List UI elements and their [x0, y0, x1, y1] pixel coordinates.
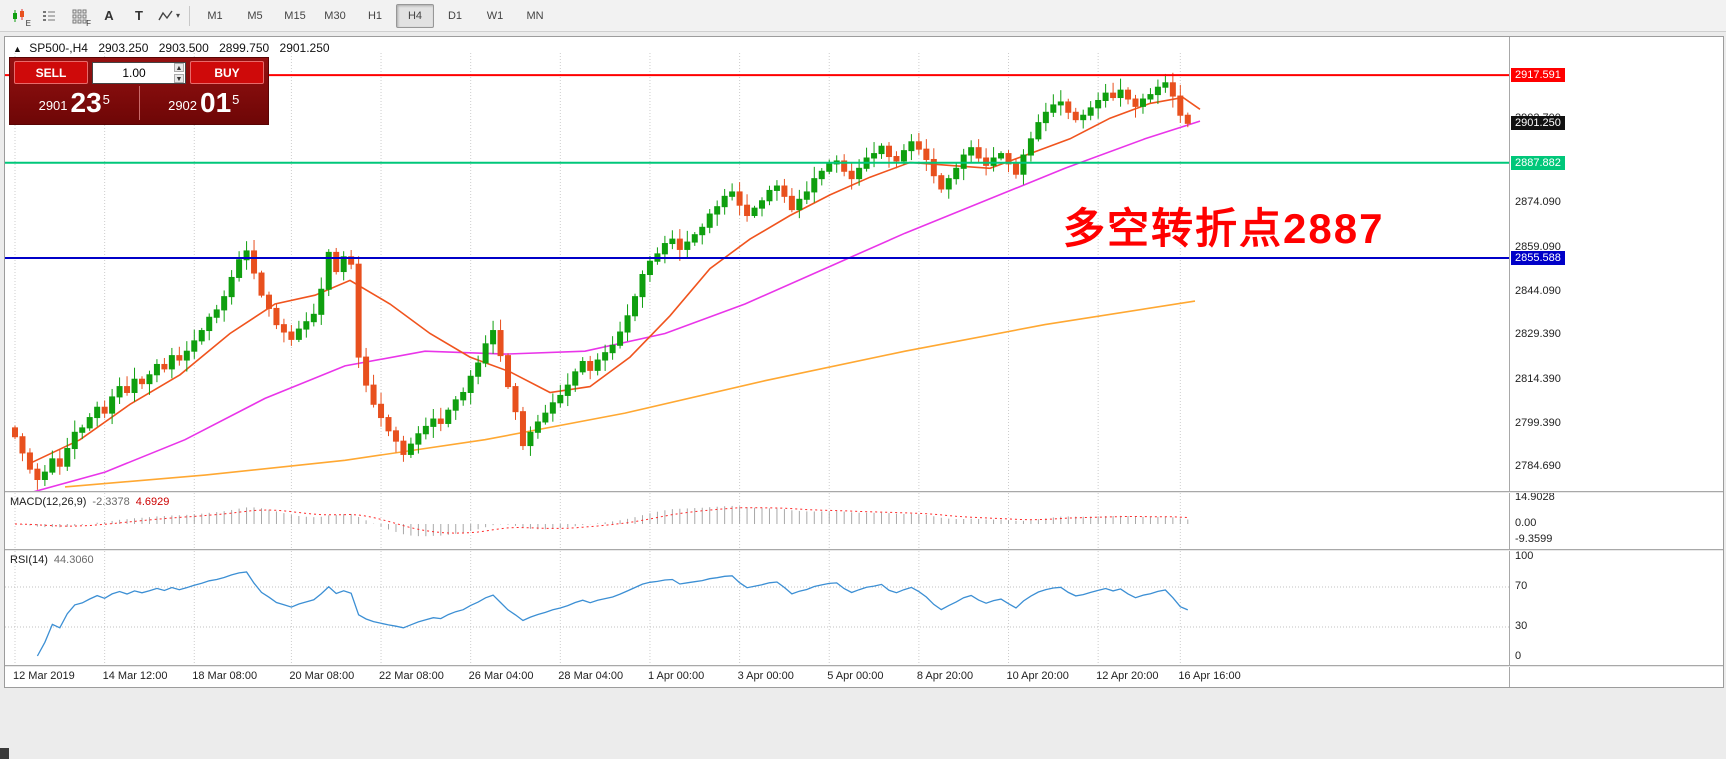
chart-window: ▲ SP500-,H4 2903.250 2903.500 2899.750 2…: [4, 36, 1724, 688]
price-badge-2887.882: 2887.882: [1511, 155, 1565, 170]
timeframe-button-d1[interactable]: D1: [447, 9, 463, 22]
price-badge-2917.591: 2917.591: [1511, 68, 1565, 83]
quote-header: ▲ SP500-,H4 2903.250 2903.500 2899.750 2…: [13, 41, 330, 55]
timeframe-button-mn[interactable]: MN: [526, 9, 544, 22]
price-badge-2901.250: 2901.250: [1511, 116, 1565, 131]
rsi-axis-label: 100: [1515, 550, 1534, 562]
icon-badge: F: [86, 18, 91, 28]
price-axis-label: 2859.090: [1515, 240, 1561, 253]
price-axis[interactable]: 2902.7002874.0902859.0902844.0902829.390…: [1509, 37, 1723, 687]
ohlc-low: 2899.750: [219, 41, 270, 55]
time-axis-label: 12 Apr 20:00: [1096, 670, 1159, 682]
volume-box: ▲ ▼: [92, 61, 186, 84]
time-axis-label: 1 Apr 00:00: [647, 670, 705, 682]
templates-grid-icon[interactable]: F: [65, 3, 93, 29]
price-axis-label: 2844.090: [1515, 284, 1561, 297]
ma-slow-line[interactable]: [64, 300, 1196, 488]
rsi-panel[interactable]: [5, 551, 1509, 665]
price-axis-label: 2814.390: [1515, 372, 1561, 385]
macd-signal-line: [14, 507, 1188, 534]
time-axis-label: 16 Apr 16:00: [1178, 670, 1241, 682]
toolbar: E F A T ▾ M1 M5 M15 M30 H1 H4 D1 W1 MN: [0, 0, 1726, 32]
rsi-indicator-label: RSI(14) 44.3060: [10, 554, 94, 566]
panel-resize-separator[interactable]: [5, 491, 1723, 493]
timeframe-button-w1[interactable]: W1: [486, 9, 504, 22]
timeframe-button-m5[interactable]: M5: [247, 9, 263, 22]
dropdown-caret-icon: ▾: [175, 11, 180, 20]
time-axis-label: 10 Apr 20:00: [1006, 670, 1069, 682]
time-axis-label: 26 Mar 04:00: [468, 670, 534, 682]
timeframe-button-m1[interactable]: M1: [207, 9, 223, 22]
text-annotation-icon[interactable]: A: [95, 3, 123, 29]
volume-decrease-icon[interactable]: ▼: [174, 73, 184, 83]
new-chart-icon: [13, 8, 24, 22]
macd-axis-label: -9.3599: [1515, 533, 1553, 546]
ohlc-high: 2903.500: [158, 41, 209, 55]
rsi-axis-label: 30: [1515, 620, 1528, 632]
timeframe-button-group: M1 M5 M15 M30 H1 H4 D1 W1 MN: [195, 3, 555, 28]
new-chart-icon[interactable]: E: [5, 3, 33, 29]
price-axis-label: 2829.390: [1515, 328, 1561, 341]
buy-button[interactable]: BUY: [190, 61, 264, 84]
screen-corner-artifact: [0, 748, 9, 759]
text-annotation-icon: A: [104, 8, 114, 23]
main-chart[interactable]: [5, 53, 1509, 491]
text-box-icon[interactable]: T: [125, 3, 153, 29]
templates-grid-icon: [72, 9, 87, 23]
draw-tools-icon: [158, 10, 173, 20]
price-badge-2855.588: 2855.588: [1511, 251, 1565, 266]
time-axis-label: 5 Apr 00:00: [827, 670, 884, 682]
timeframe-button-m15[interactable]: M15: [284, 9, 306, 22]
candle-series: [12, 72, 1191, 490]
time-axis-label: 8 Apr 20:00: [916, 670, 974, 682]
price-axis-label: 2874.090: [1515, 196, 1561, 209]
toolbar-separator: [189, 5, 190, 26]
time-axis-label: 28 Mar 04:00: [558, 670, 624, 682]
panel-resize-separator[interactable]: [5, 549, 1723, 551]
price-axis-label: 2799.390: [1515, 416, 1561, 429]
one-click-expander-icon[interactable]: ▲: [13, 44, 22, 54]
macd-panel[interactable]: [5, 493, 1509, 549]
macd-indicator-label: MACD(12,26,9) -2.3378 4.6929: [10, 496, 170, 508]
bid-price-display[interactable]: 2901 23 5: [38, 87, 110, 118]
chart-profiles-icon: [43, 10, 55, 21]
rsi-line: [36, 571, 1189, 657]
time-axis-label: 3 Apr 00:00: [737, 670, 794, 682]
volume-increase-icon[interactable]: ▲: [174, 62, 184, 72]
window-background: [0, 688, 1726, 759]
timeframe-button-m30[interactable]: M30: [324, 9, 346, 22]
time-axis-label: 14 Mar 12:00: [102, 670, 168, 682]
time-axis-label: 12 Mar 2019: [13, 670, 75, 682]
timeframe-button-h1[interactable]: H1: [367, 9, 383, 22]
text-box-icon: T: [135, 8, 143, 23]
symbol-period-label: SP500-,H4: [29, 41, 88, 55]
icon-badge: E: [25, 18, 31, 28]
chart-profiles-icon[interactable]: [35, 3, 63, 29]
volume-input[interactable]: [93, 64, 185, 81]
rsi-axis-label: 70: [1515, 580, 1528, 592]
sell-button[interactable]: SELL: [14, 61, 88, 84]
rsi-axis-label: 0: [1515, 650, 1522, 662]
time-axis-label: 20 Mar 08:00: [289, 670, 355, 682]
macd-histogram: [21, 505, 1189, 537]
macd-axis-label: 0.00: [1515, 517, 1537, 529]
ohlc-open: 2903.250: [98, 41, 149, 55]
time-axis-label: 18 Mar 08:00: [192, 670, 258, 682]
macd-axis-label: 14.9028: [1515, 491, 1555, 503]
draw-tools-icon[interactable]: ▾: [155, 3, 183, 29]
ma-mid-line[interactable]: [30, 120, 1201, 491]
ohlc-close: 2901.250: [279, 41, 330, 55]
panel-resize-separator[interactable]: [5, 665, 1723, 667]
price-axis-label: 2784.690: [1515, 460, 1561, 473]
time-axis-label: 22 Mar 08:00: [379, 670, 444, 682]
timeframe-button-h4[interactable]: H4: [396, 3, 434, 28]
time-axis[interactable]: 12 Mar 2019 14 Mar 12:00 18 Mar 08:00 20 Ma…: [5, 667, 1723, 687]
chart-text-annotation[interactable]: 多空转折点2887: [1063, 205, 1385, 252]
toolbar-icon-group: E F A T ▾: [4, 3, 184, 29]
ma-fast-line[interactable]: [29, 96, 1201, 465]
ask-price-display[interactable]: 2902 01 5: [168, 87, 240, 118]
